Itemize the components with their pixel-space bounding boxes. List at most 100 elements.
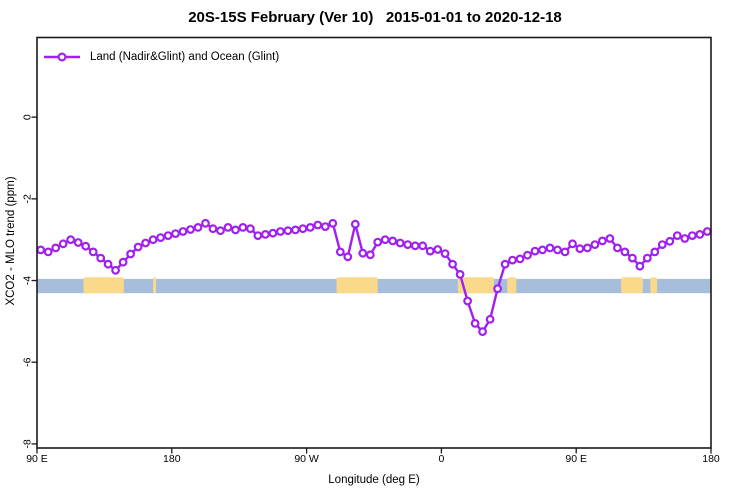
- data-point-marker: [133, 242, 143, 252]
- data-point-marker: [103, 259, 113, 269]
- data-point-marker: [440, 249, 450, 259]
- data-point-marker: [156, 233, 166, 243]
- data-point-marker: [358, 248, 368, 258]
- data-point-marker: [665, 236, 675, 246]
- data-point-marker: [51, 243, 61, 253]
- chart-title: 20S-15S February (Ver 10) 2015-01-01 to …: [188, 9, 562, 26]
- data-point-marker: [350, 219, 360, 229]
- data-point-marker: [425, 246, 435, 256]
- data-point-marker: [305, 222, 315, 232]
- data-point-marker: [73, 238, 83, 247]
- data-point-marker: [568, 239, 577, 249]
- data-point-marker: [276, 227, 285, 236]
- data-point-marker: [118, 257, 128, 267]
- land-band-segment: [83, 277, 124, 294]
- data-point-marker: [148, 235, 158, 245]
- x-tick-label: 90 E: [565, 453, 587, 465]
- data-point-marker: [320, 222, 330, 232]
- data-point-marker: [598, 236, 607, 246]
- data-point-marker: [628, 253, 637, 263]
- data-point-marker: [395, 238, 405, 248]
- data-point-marker: [695, 229, 705, 239]
- data-point-marker: [575, 244, 585, 254]
- land-ocean-band: [37, 277, 711, 294]
- data-point-marker: [433, 245, 443, 254]
- y-axis-label: XCO2 - MLO trend (ppm): [5, 176, 17, 306]
- data-point-marker: [448, 259, 458, 269]
- x-tick-label: 90 W: [294, 453, 319, 465]
- data-point-marker: [455, 270, 465, 279]
- land-band-segment: [621, 277, 643, 294]
- legend: Land (Nadir&Glint) and Ocean (Glint): [43, 50, 279, 64]
- axis-ticks: 90 E 180 90 W 0 90 E 180 0 -2 -4 -6 -8: [22, 114, 720, 465]
- data-point-marker: [81, 241, 91, 251]
- data-point-marker: [500, 259, 510, 269]
- data-point-marker: [36, 245, 46, 255]
- data-point-marker: [111, 265, 120, 275]
- x-tick-label: 0: [438, 453, 444, 465]
- data-point-marker: [463, 296, 473, 306]
- data-point-marker: [687, 231, 697, 241]
- data-point-marker: [365, 250, 375, 260]
- y-tick-label: -6: [22, 357, 34, 366]
- data-point-marker: [485, 314, 495, 324]
- x-tick-label: 180: [163, 453, 181, 465]
- data-point-marker: [66, 235, 76, 245]
- data-point-marker: [261, 229, 270, 239]
- land-band-segment: [507, 277, 517, 294]
- data-point-marker: [141, 238, 151, 248]
- data-point-marker: [201, 218, 210, 228]
- data-point-marker: [545, 243, 555, 253]
- x-tick-label: 180: [702, 453, 720, 465]
- data-point-marker: [43, 247, 53, 257]
- data-point-marker: [238, 222, 248, 232]
- data-point-marker: [163, 231, 173, 241]
- data-point-marker: [283, 226, 293, 236]
- land-band-segment: [153, 277, 157, 294]
- data-point-marker: [560, 247, 570, 257]
- data-point-marker: [216, 226, 225, 236]
- x-axis-label: Longitude (deg E): [328, 474, 420, 486]
- data-point-marker: [642, 253, 652, 263]
- data-point-marker: [553, 245, 562, 255]
- data-point-marker: [478, 327, 488, 337]
- data-point-marker: [410, 241, 420, 251]
- data-point-marker: [657, 240, 667, 250]
- data-point-marker: [178, 227, 188, 236]
- x-tick-label: 90 E: [26, 453, 48, 465]
- land-band-segment: [457, 277, 494, 294]
- y-tick-label: 0: [22, 114, 34, 120]
- data-point-marker: [605, 234, 615, 243]
- data-point-marker: [186, 225, 195, 234]
- legend-marker-icon: [44, 52, 80, 62]
- data-point-marker: [268, 228, 278, 238]
- data-point-marker: [291, 225, 300, 235]
- data-point-marker: [96, 253, 106, 263]
- data-point-marker: [635, 261, 645, 271]
- data-point-marker: [388, 236, 398, 246]
- data-point-marker: [58, 239, 68, 249]
- data-point-marker: [650, 247, 660, 257]
- data-point-marker: [530, 246, 540, 256]
- data-point-marker: [515, 254, 525, 264]
- data-point-marker: [298, 224, 308, 234]
- data-point-marker: [126, 249, 136, 259]
- data-point-marker: [231, 225, 240, 235]
- data-points: [36, 218, 712, 337]
- data-point-marker: [335, 247, 345, 257]
- land-band-segment: [336, 277, 378, 294]
- plot-border: [36, 36, 712, 449]
- data-point-marker: [328, 218, 338, 228]
- data-point-marker: [538, 245, 547, 255]
- data-point-marker: [313, 220, 323, 230]
- data-point-marker: [613, 243, 622, 253]
- y-tick-label: -4: [22, 276, 34, 285]
- legend-label: Land (Nadir&Glint) and Ocean (Glint): [90, 51, 280, 63]
- data-point-marker: [253, 231, 263, 241]
- data-point-marker: [620, 247, 630, 257]
- data-point-marker: [380, 235, 390, 245]
- data-point-marker: [373, 237, 383, 247]
- land-band-segment: [650, 277, 658, 294]
